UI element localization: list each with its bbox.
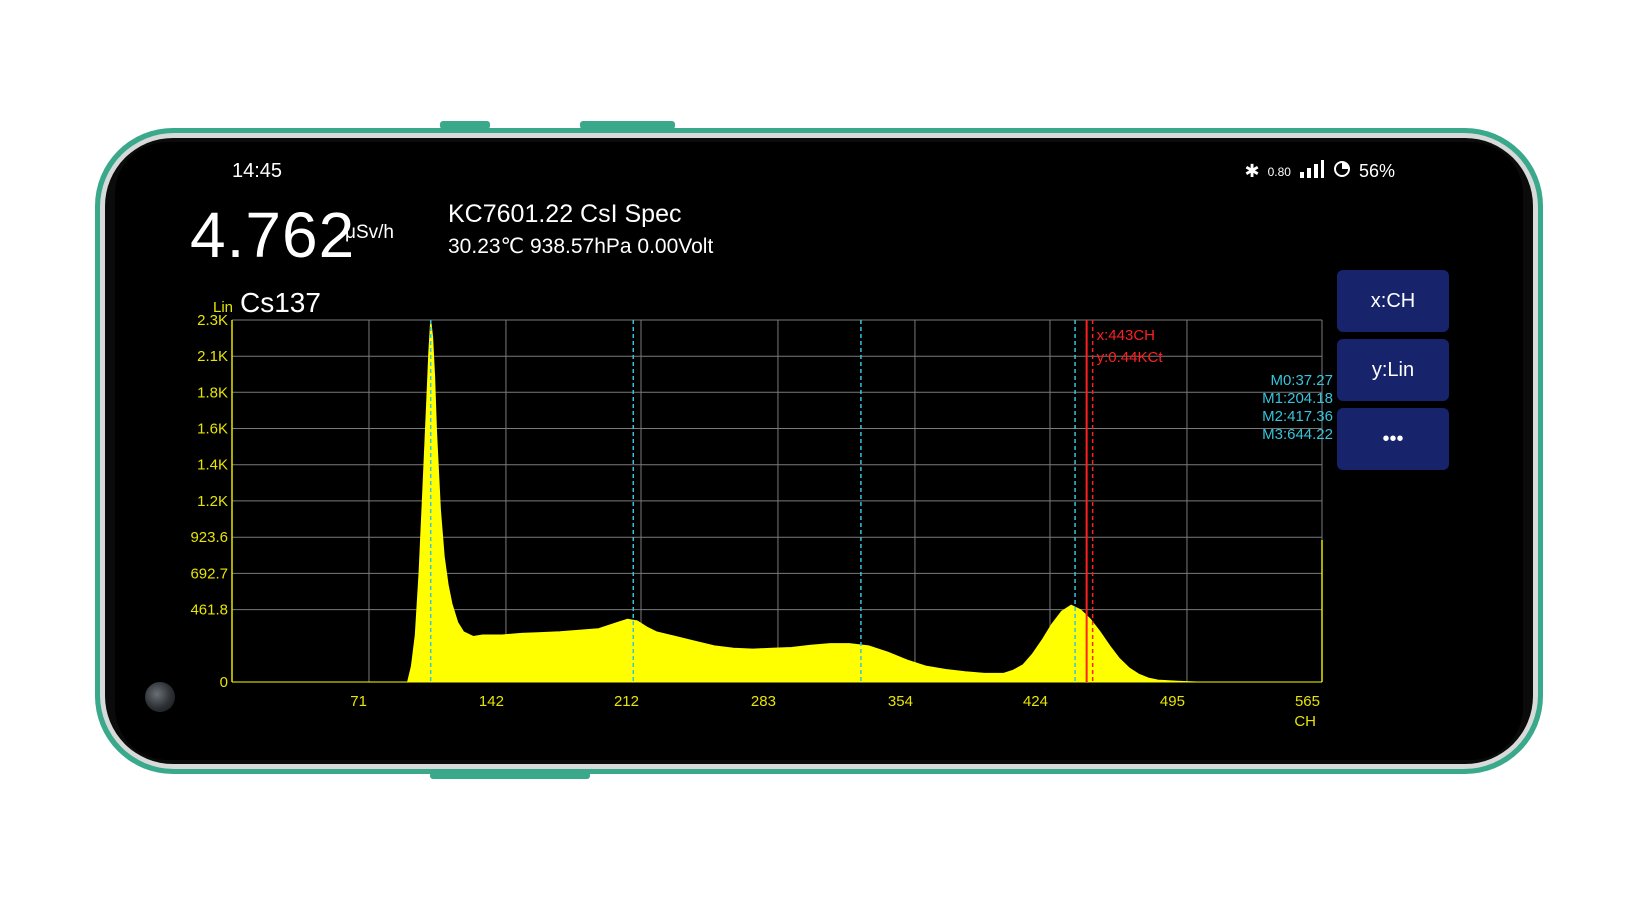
y-tick-label: 461.8 <box>190 602 228 619</box>
marker-label: M0:37.27 <box>1270 372 1333 389</box>
cursor-x-label: x:443CH <box>1097 327 1155 344</box>
chart-controls: x:CH y:Lin ••• <box>1337 270 1449 477</box>
marker-label: M2:417.36 <box>1262 408 1333 425</box>
phone-side-button <box>430 772 590 779</box>
marker-list: M0:37.27 M1:204.18 M2:417.36 M3:644.22 <box>1229 372 1333 444</box>
x-tick-label: 424 <box>1023 693 1048 710</box>
x-tick-label: 354 <box>888 693 913 710</box>
y-tick-label: 0 <box>220 674 228 691</box>
x-axis-mode-button[interactable]: x:CH <box>1337 270 1449 332</box>
environment-readout: 30.23℃ 938.57hPa 0.00Volt <box>448 235 714 258</box>
cursor-y-label: y:0.44KCt <box>1097 349 1164 366</box>
battery-percent: 56% <box>1358 161 1395 181</box>
x-tick-label: 565 <box>1295 693 1320 710</box>
dose-rate-value: 4.762 <box>190 199 356 271</box>
x-axis-unit-label: CH <box>1294 713 1316 730</box>
y-tick-label: 1.2K <box>197 493 228 510</box>
phone-side-button <box>580 121 675 129</box>
phone-side-button <box>440 121 490 129</box>
x-tick-label: 142 <box>479 693 504 710</box>
marker-label: M1:204.18 <box>1262 390 1333 407</box>
status-bar-icons: ✱ 0.80 56% <box>1245 160 1395 183</box>
bluetooth-icon: ✱ <box>1244 161 1260 181</box>
status-time: 14:45 <box>232 160 283 182</box>
y-tick-label: 2.1K <box>197 348 228 365</box>
battery-icon <box>1333 160 1351 183</box>
more-options-button[interactable]: ••• <box>1337 408 1449 470</box>
x-tick-label: 71 <box>350 693 367 710</box>
y-tick-label: 692.7 <box>190 565 228 582</box>
x-tick-label: 212 <box>614 693 639 710</box>
app-screen: 14:45 ✱ 0.80 56% 4.762 μSv/h KC7601.22 C… <box>115 142 1523 760</box>
device-name: KC7601.22 CsI Spec <box>448 200 682 228</box>
y-tick-label: 1.4K <box>197 457 228 474</box>
y-tick-label: 2.3K <box>197 312 228 329</box>
marker-label: M3:644.22 <box>1262 426 1333 443</box>
y-tick-label: 1.6K <box>197 420 228 437</box>
isotope-label: Cs137 <box>240 287 321 318</box>
y-tick-label: 923.6 <box>190 529 228 546</box>
x-tick-label: 495 <box>1160 693 1185 710</box>
front-camera-icon <box>145 682 175 712</box>
y-axis-mode-button[interactable]: y:Lin <box>1337 339 1449 401</box>
y-tick-label: 1.8K <box>197 384 228 401</box>
x-tick-label: 283 <box>751 693 776 710</box>
y-scale-mode-label: Lin <box>213 299 234 316</box>
signal-icon <box>1299 160 1325 183</box>
dose-rate-unit: μSv/h <box>345 222 394 243</box>
data-icon: 0.80 <box>1267 164 1291 179</box>
spectrum-chart[interactable]: x:443CH y:0.44KCt 0 461.8 692.7 923.6 1.2K 1.4K… <box>115 142 1523 760</box>
